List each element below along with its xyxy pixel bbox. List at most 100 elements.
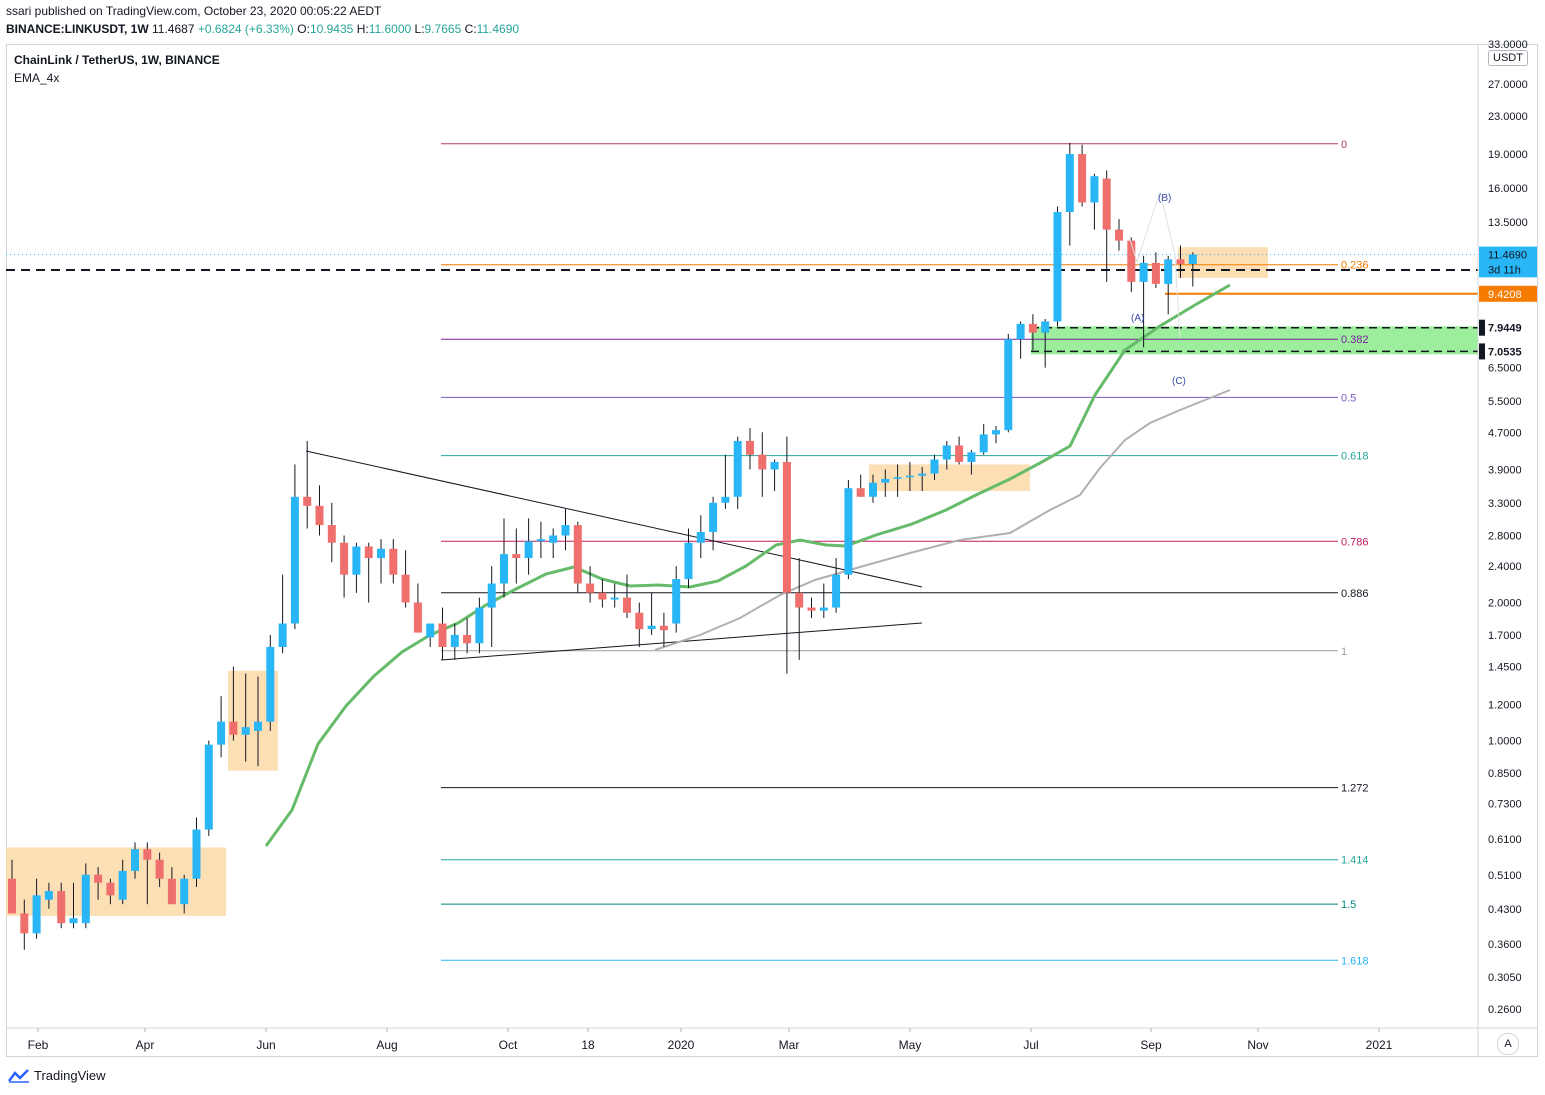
time-axis: Feb Apr Jun Aug Oct 18 2020 Mar May Jul Sep Nov 2021 (6, 1027, 1538, 1052)
candle (1016, 321, 1025, 359)
indicator-legend[interactable]: EMA_4x (14, 71, 60, 85)
price-tick-label: 0.2600 (1488, 1004, 1522, 1016)
candle (340, 535, 349, 598)
candle (377, 539, 385, 584)
candle (475, 597, 484, 654)
time-tick-label: Nov (1247, 1038, 1268, 1052)
time-tick-label: 18 (581, 1038, 595, 1052)
candle (992, 426, 1000, 444)
candle-body-up (1041, 321, 1050, 333)
candle-body-down (955, 445, 964, 462)
candle-body-up (832, 574, 841, 608)
candle-body-down (1151, 262, 1160, 284)
price-tick-label: 4.7000 (1488, 427, 1522, 439)
price-tick-label: 2.0000 (1488, 598, 1522, 610)
candle-body-up (992, 430, 1000, 435)
fib-level-label: 1.272 (1341, 783, 1369, 795)
high-value: 11.6000 (368, 22, 412, 36)
candle-body-up (930, 459, 939, 474)
ema-slow-line (654, 389, 1231, 651)
close-label: C: (464, 22, 477, 36)
candle-body-down (1102, 178, 1111, 230)
price-tick-label: 16.0000 (1488, 183, 1528, 195)
candle-body-up (918, 473, 927, 476)
candle (549, 528, 558, 559)
candle (696, 515, 705, 559)
time-tick-label: Apr (136, 1038, 155, 1052)
price-tick-label: 0.3050 (1488, 972, 1522, 984)
candle (721, 454, 730, 509)
candle-body-up (1016, 323, 1025, 340)
candle (20, 899, 29, 950)
candle (1041, 318, 1050, 368)
candle-body-up (1004, 339, 1013, 431)
candle-body-down (438, 623, 447, 647)
fib-level-label: 0 (1341, 139, 1347, 151)
chart-frame (6, 44, 1538, 1057)
candle (967, 450, 976, 475)
candle (500, 518, 508, 598)
candle (192, 817, 201, 887)
candle (32, 878, 41, 939)
candle (586, 566, 595, 603)
candle (167, 867, 176, 905)
low-value: 9.7665 (424, 22, 462, 36)
candle (254, 676, 262, 767)
candle-body-up (536, 539, 545, 542)
candle-body-up (1090, 176, 1099, 203)
candle-body-up (1053, 212, 1062, 322)
price-change: +0.6824 (+6.33%) (197, 22, 294, 36)
fib-level-label: 0.236 (1341, 260, 1369, 272)
candle (352, 542, 361, 593)
high-label: H: (356, 22, 369, 36)
candle-body-up (81, 874, 90, 924)
time-tick-label: May (899, 1038, 922, 1052)
currency-unit-button[interactable]: USDT (1488, 50, 1528, 66)
candle (450, 623, 459, 660)
price-tick-label: 1.2000 (1488, 699, 1522, 711)
fib-level-label: 0.886 (1341, 588, 1369, 600)
price-label-tag: 11.4690 (1479, 246, 1537, 263)
price-tick-label: 3.9000 (1488, 464, 1522, 476)
price-tick-label: 1.4500 (1488, 662, 1522, 674)
candle-body-down (758, 454, 767, 470)
candle-body-up (844, 488, 853, 575)
price-tick-label: 1.7000 (1488, 630, 1522, 642)
fib-level-label: 0.382 (1341, 334, 1369, 346)
candle (672, 566, 681, 633)
candle-body-down (106, 882, 115, 896)
candle-body-down (598, 592, 607, 600)
candle-body-down (586, 583, 595, 593)
candle-body-up (942, 445, 951, 460)
auto-scale-button[interactable]: A (1497, 1033, 1519, 1055)
candle (1115, 219, 1123, 251)
candle (832, 558, 841, 613)
wave-path (1128, 190, 1181, 339)
candle (807, 597, 816, 619)
wave-label: (C) (1172, 376, 1186, 387)
tradingview-brand[interactable]: TradingView (8, 1068, 106, 1083)
candle (278, 574, 287, 654)
candle-body-up (278, 623, 287, 647)
price-label-tag: 3d 11h (1479, 261, 1537, 278)
candle-body-up (450, 634, 459, 647)
low-label: L: (414, 22, 425, 36)
candle (389, 539, 398, 584)
open-value: 10.9435 (309, 22, 354, 36)
candle (1102, 170, 1111, 282)
candle (463, 618, 472, 654)
candle-body-down (807, 607, 816, 611)
candle-body-down (573, 525, 582, 584)
price-tick-label: 13.5000 (1488, 217, 1528, 229)
price-label-marker (1479, 343, 1485, 360)
price-tick-label: 2.4000 (1488, 561, 1522, 573)
candle (426, 623, 435, 647)
chart-legend-title: ChainLink / TetherUS, 1W, BINANCE (14, 53, 220, 67)
candle-body-up (967, 452, 976, 462)
price-label-marker (1479, 319, 1485, 336)
price-tick-label: 2.8000 (1488, 530, 1522, 542)
candle-body-up (881, 478, 890, 483)
candle-body-up (32, 895, 41, 934)
candle-body-up (1188, 254, 1197, 264)
